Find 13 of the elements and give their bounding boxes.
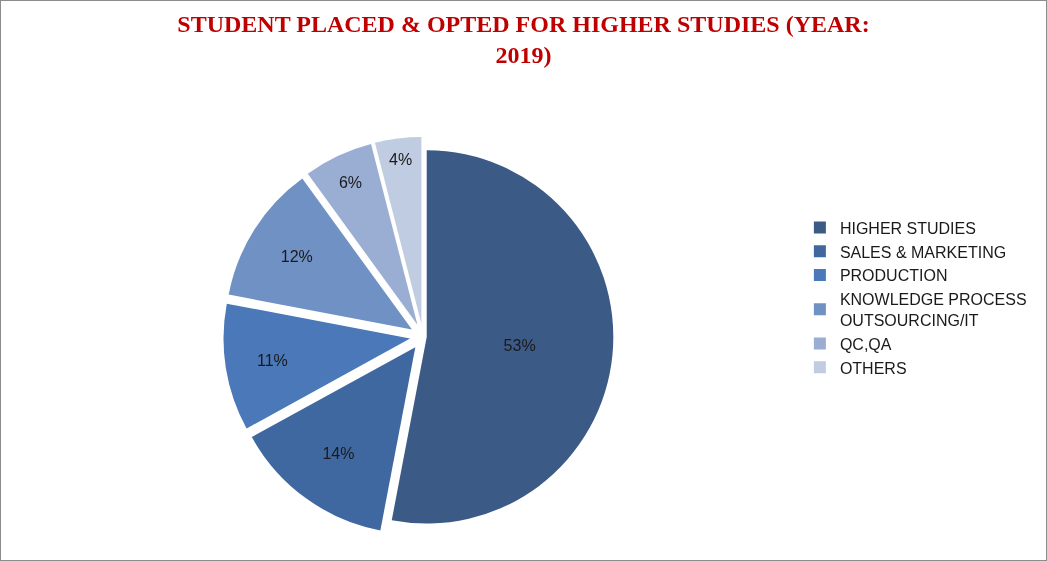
data-label: 4% [389,150,413,168]
legend-label: PRODUCTION [839,267,948,285]
legend-label: KNOWLEDGE PROCESS OUTSOURCING/IT [839,291,1027,329]
chart-title: STUDENT PLACED & OPTED FOR HIGHER STUDIES (YEAR: 2019) [177,10,870,68]
legend-label: HIGHER STUDIES [839,219,976,237]
legend-label: SALES & MARKETING [839,243,1007,261]
legend-label: QC,QA [839,335,892,353]
data-label: 14% [322,444,355,462]
data-label: 53% [503,337,536,355]
legend-label: OTHERS [839,359,907,377]
data-label: 11% [257,351,288,369]
data-label: 12% [280,247,313,265]
data-label: 6% [338,174,363,192]
